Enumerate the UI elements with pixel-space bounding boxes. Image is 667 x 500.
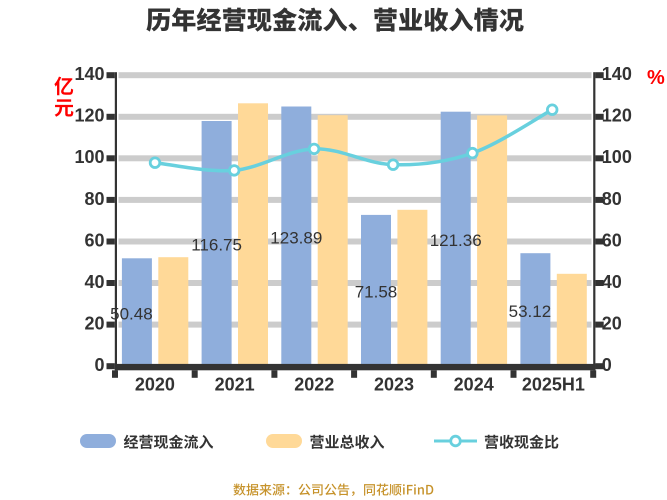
svg-text:100: 100 [74, 147, 104, 167]
svg-text:40: 40 [84, 272, 104, 292]
svg-text:2024: 2024 [454, 375, 494, 395]
svg-text:20: 20 [84, 314, 104, 334]
svg-text:2025H1: 2025H1 [522, 375, 585, 395]
svg-text:20: 20 [602, 314, 622, 334]
svg-text:2022: 2022 [294, 375, 334, 395]
svg-text:60: 60 [602, 230, 622, 250]
svg-text:2021: 2021 [215, 375, 255, 395]
svg-text:80: 80 [602, 189, 622, 209]
svg-text:120: 120 [602, 106, 632, 126]
svg-text:2020: 2020 [135, 375, 175, 395]
svg-text:60: 60 [84, 230, 104, 250]
svg-text:80: 80 [84, 189, 104, 209]
svg-text:71.58: 71.58 [355, 283, 398, 302]
svg-text:100: 100 [602, 147, 632, 167]
svg-text:140: 140 [602, 64, 632, 84]
svg-text:0: 0 [94, 355, 104, 375]
svg-text:120: 120 [74, 106, 104, 126]
svg-text:50.48: 50.48 [110, 304, 153, 323]
svg-text:123.89: 123.89 [270, 228, 322, 247]
svg-text:40: 40 [602, 272, 622, 292]
svg-text:121.36: 121.36 [430, 231, 482, 250]
svg-text:140: 140 [74, 64, 104, 84]
svg-text:2023: 2023 [374, 375, 414, 395]
svg-text:%: % [647, 67, 665, 89]
svg-text:53.12: 53.12 [509, 302, 552, 321]
svg-text:0: 0 [602, 355, 612, 375]
svg-text:116.75: 116.75 [191, 236, 242, 255]
